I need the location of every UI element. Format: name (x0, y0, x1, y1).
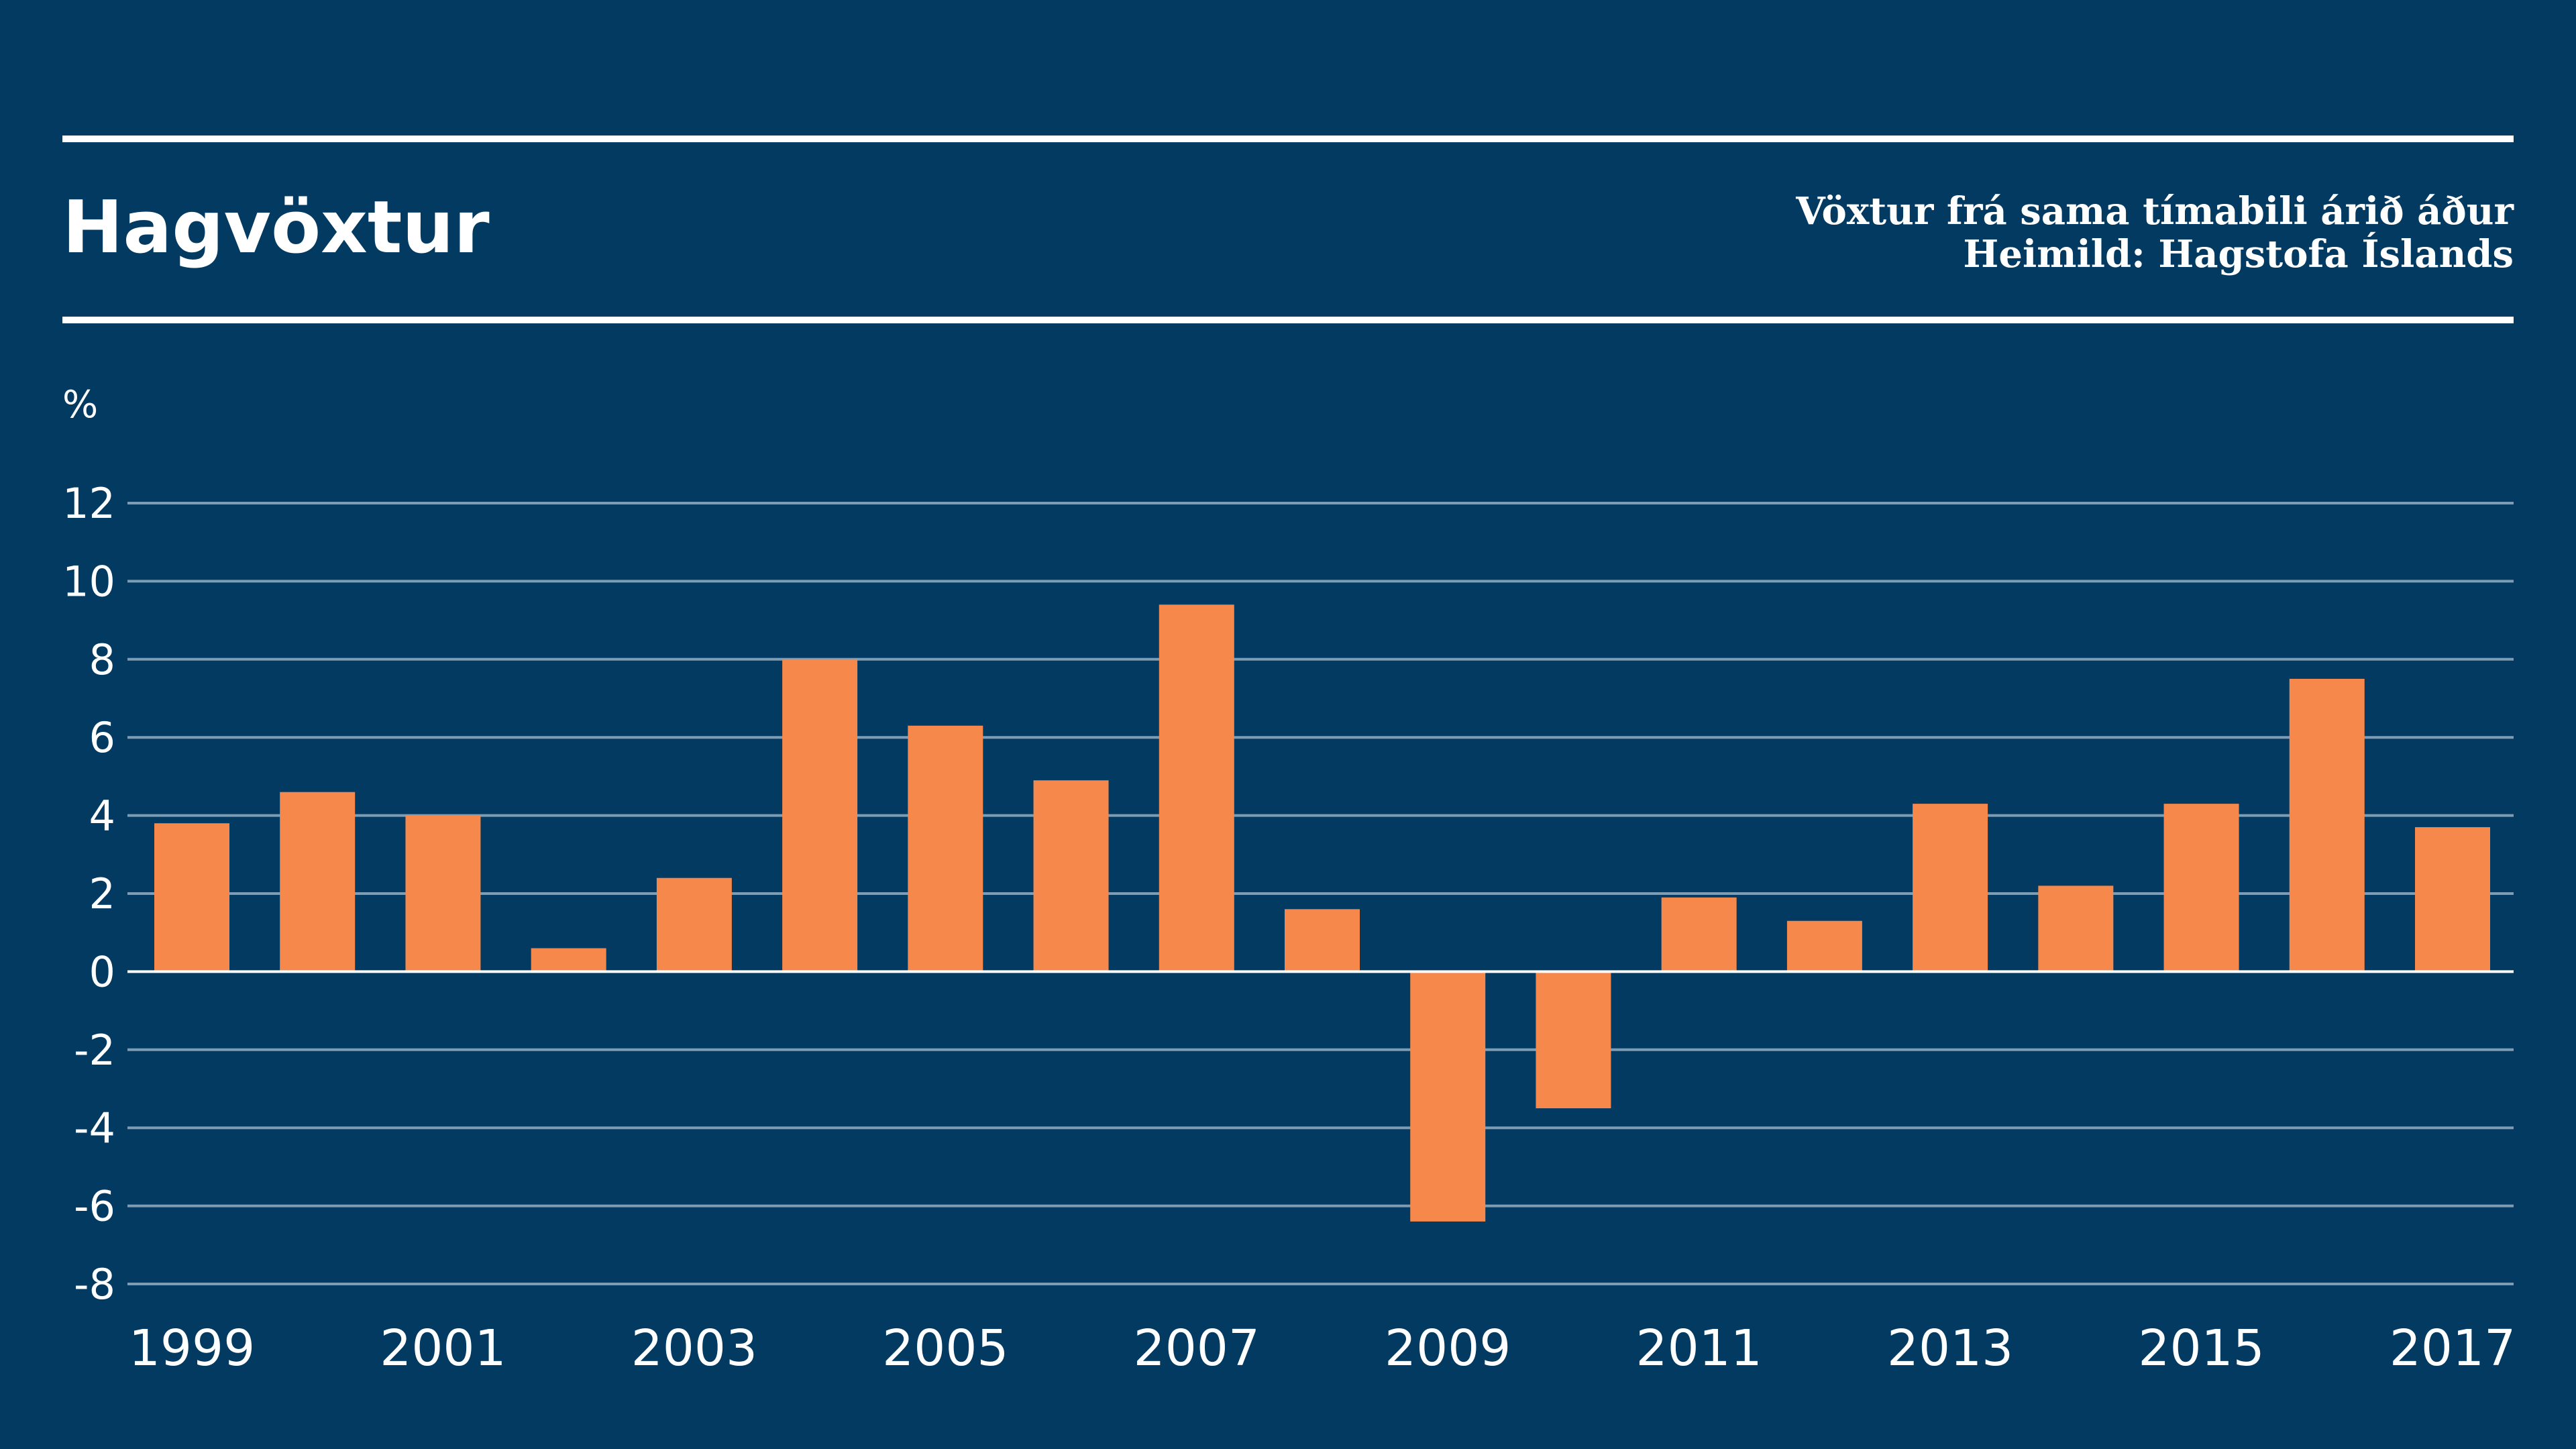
bar-2002 (531, 948, 606, 972)
gridlines (127, 502, 2514, 1285)
y-tick-label: 8 (89, 635, 115, 684)
y-tick-labels: 12 10 8 6 4 2 0 -2 -4 -6 -8 (62, 479, 115, 1309)
x-tick-label: 2015 (2138, 1320, 2264, 1377)
chart-title: Hagvöxtur (62, 186, 490, 270)
bar-2012 (1786, 920, 1862, 972)
x-tick-label: 2013 (1887, 1320, 2013, 1377)
x-tick-label: 2011 (1636, 1320, 1762, 1377)
bar-2006 (1033, 780, 1109, 972)
bar-2011 (1661, 897, 1737, 972)
y-tick-label: 10 (62, 557, 115, 606)
bar-2015 (2163, 804, 2239, 972)
header-rule-top (62, 136, 2514, 142)
bar-2017 (2415, 827, 2490, 972)
bar-2013 (1913, 804, 1988, 972)
x-tick-labels: 1999 2001 2003 2005 2007 2009 2011 2013 2015 2017 (129, 1320, 2516, 1377)
y-tick-label: 6 (89, 713, 115, 762)
y-tick-label: -8 (74, 1260, 115, 1309)
x-tick-label: 2003 (631, 1320, 757, 1377)
bar-2001 (405, 815, 481, 972)
bar-2014 (2038, 885, 2114, 972)
bar-1999 (154, 823, 229, 972)
y-tick-label: 4 (89, 792, 115, 841)
bar-2010 (1536, 971, 1611, 1109)
x-tick-label: 2009 (1385, 1320, 1511, 1377)
x-tick-label: 2017 (2390, 1320, 2516, 1377)
chart-source: Heimild: Hagstofa Íslands (1963, 232, 2514, 276)
y-tick-label: -4 (74, 1104, 115, 1152)
y-tick-label: 2 (89, 869, 115, 918)
y-axis-unit: % (62, 383, 98, 427)
x-tick-label: 2005 (882, 1320, 1008, 1377)
bar-2016 (2289, 678, 2365, 972)
header-rule-bottom (62, 317, 2514, 323)
bar-2009 (1410, 971, 1486, 1222)
y-tick-label: -2 (74, 1026, 115, 1075)
bar-2004 (782, 659, 858, 972)
x-tick-label: 2001 (380, 1320, 506, 1377)
x-tick-label: 2007 (1134, 1320, 1260, 1377)
y-tick-label: 12 (62, 479, 115, 528)
bar-2003 (656, 877, 732, 972)
bar-2007 (1159, 604, 1234, 972)
bars (154, 604, 2490, 1222)
bar-2000 (280, 792, 356, 972)
chart-subtitle: Vöxtur frá sama tímabili árið áður (1796, 189, 2514, 233)
y-tick-label: -6 (74, 1182, 115, 1231)
y-tick-label: 0 (89, 947, 115, 996)
bar-2008 (1285, 909, 1360, 972)
x-tick-label: 1999 (129, 1320, 255, 1377)
bar-2005 (908, 725, 983, 972)
